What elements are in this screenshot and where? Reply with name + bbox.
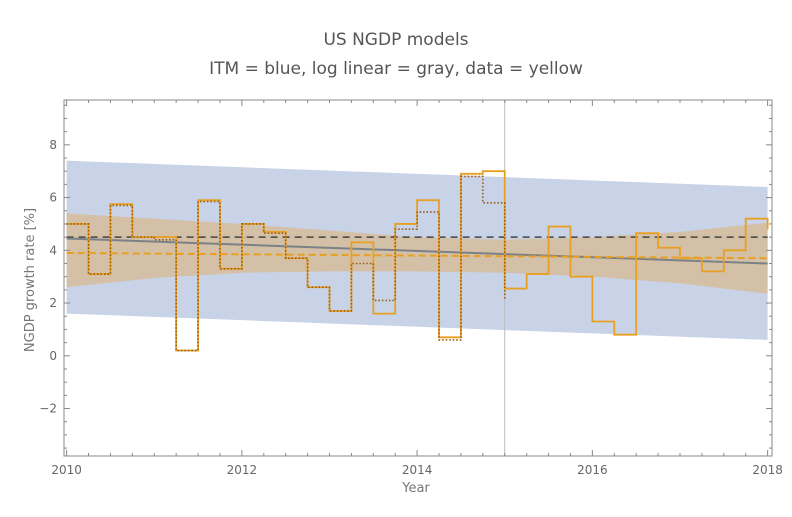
y-axis-label: NGDP growth rate [%] [23, 208, 38, 352]
y-tick-label: 2 [49, 296, 57, 310]
y-tick-label: 8 [49, 138, 57, 152]
y-tick-label: 4 [49, 243, 57, 257]
x-axis-label: Year [401, 481, 430, 496]
y-tick-label: −2 [39, 402, 57, 416]
plot-area: 2010 2012 2014 2016 2018 −2 0 2 4 6 8 [39, 99, 783, 477]
data-average-line [66, 251, 768, 260]
x-tick-label: 2014 [402, 463, 433, 477]
data-prior-line [66, 175, 506, 352]
chart-title: US NGDP models [323, 30, 469, 50]
x-tick-label: 2018 [752, 463, 783, 477]
y-tick-label: 6 [49, 191, 57, 205]
chart-subtitle: ITM = blue, log linear = gray, data = ye… [209, 59, 583, 79]
plot-frame [63, 99, 773, 457]
x-tick-label: 2010 [51, 463, 82, 477]
y-tick-label: 0 [49, 349, 57, 363]
loglinear-line [66, 237, 768, 265]
x-tick-label: 2016 [577, 463, 608, 477]
x-tick-label: 2012 [227, 463, 258, 477]
